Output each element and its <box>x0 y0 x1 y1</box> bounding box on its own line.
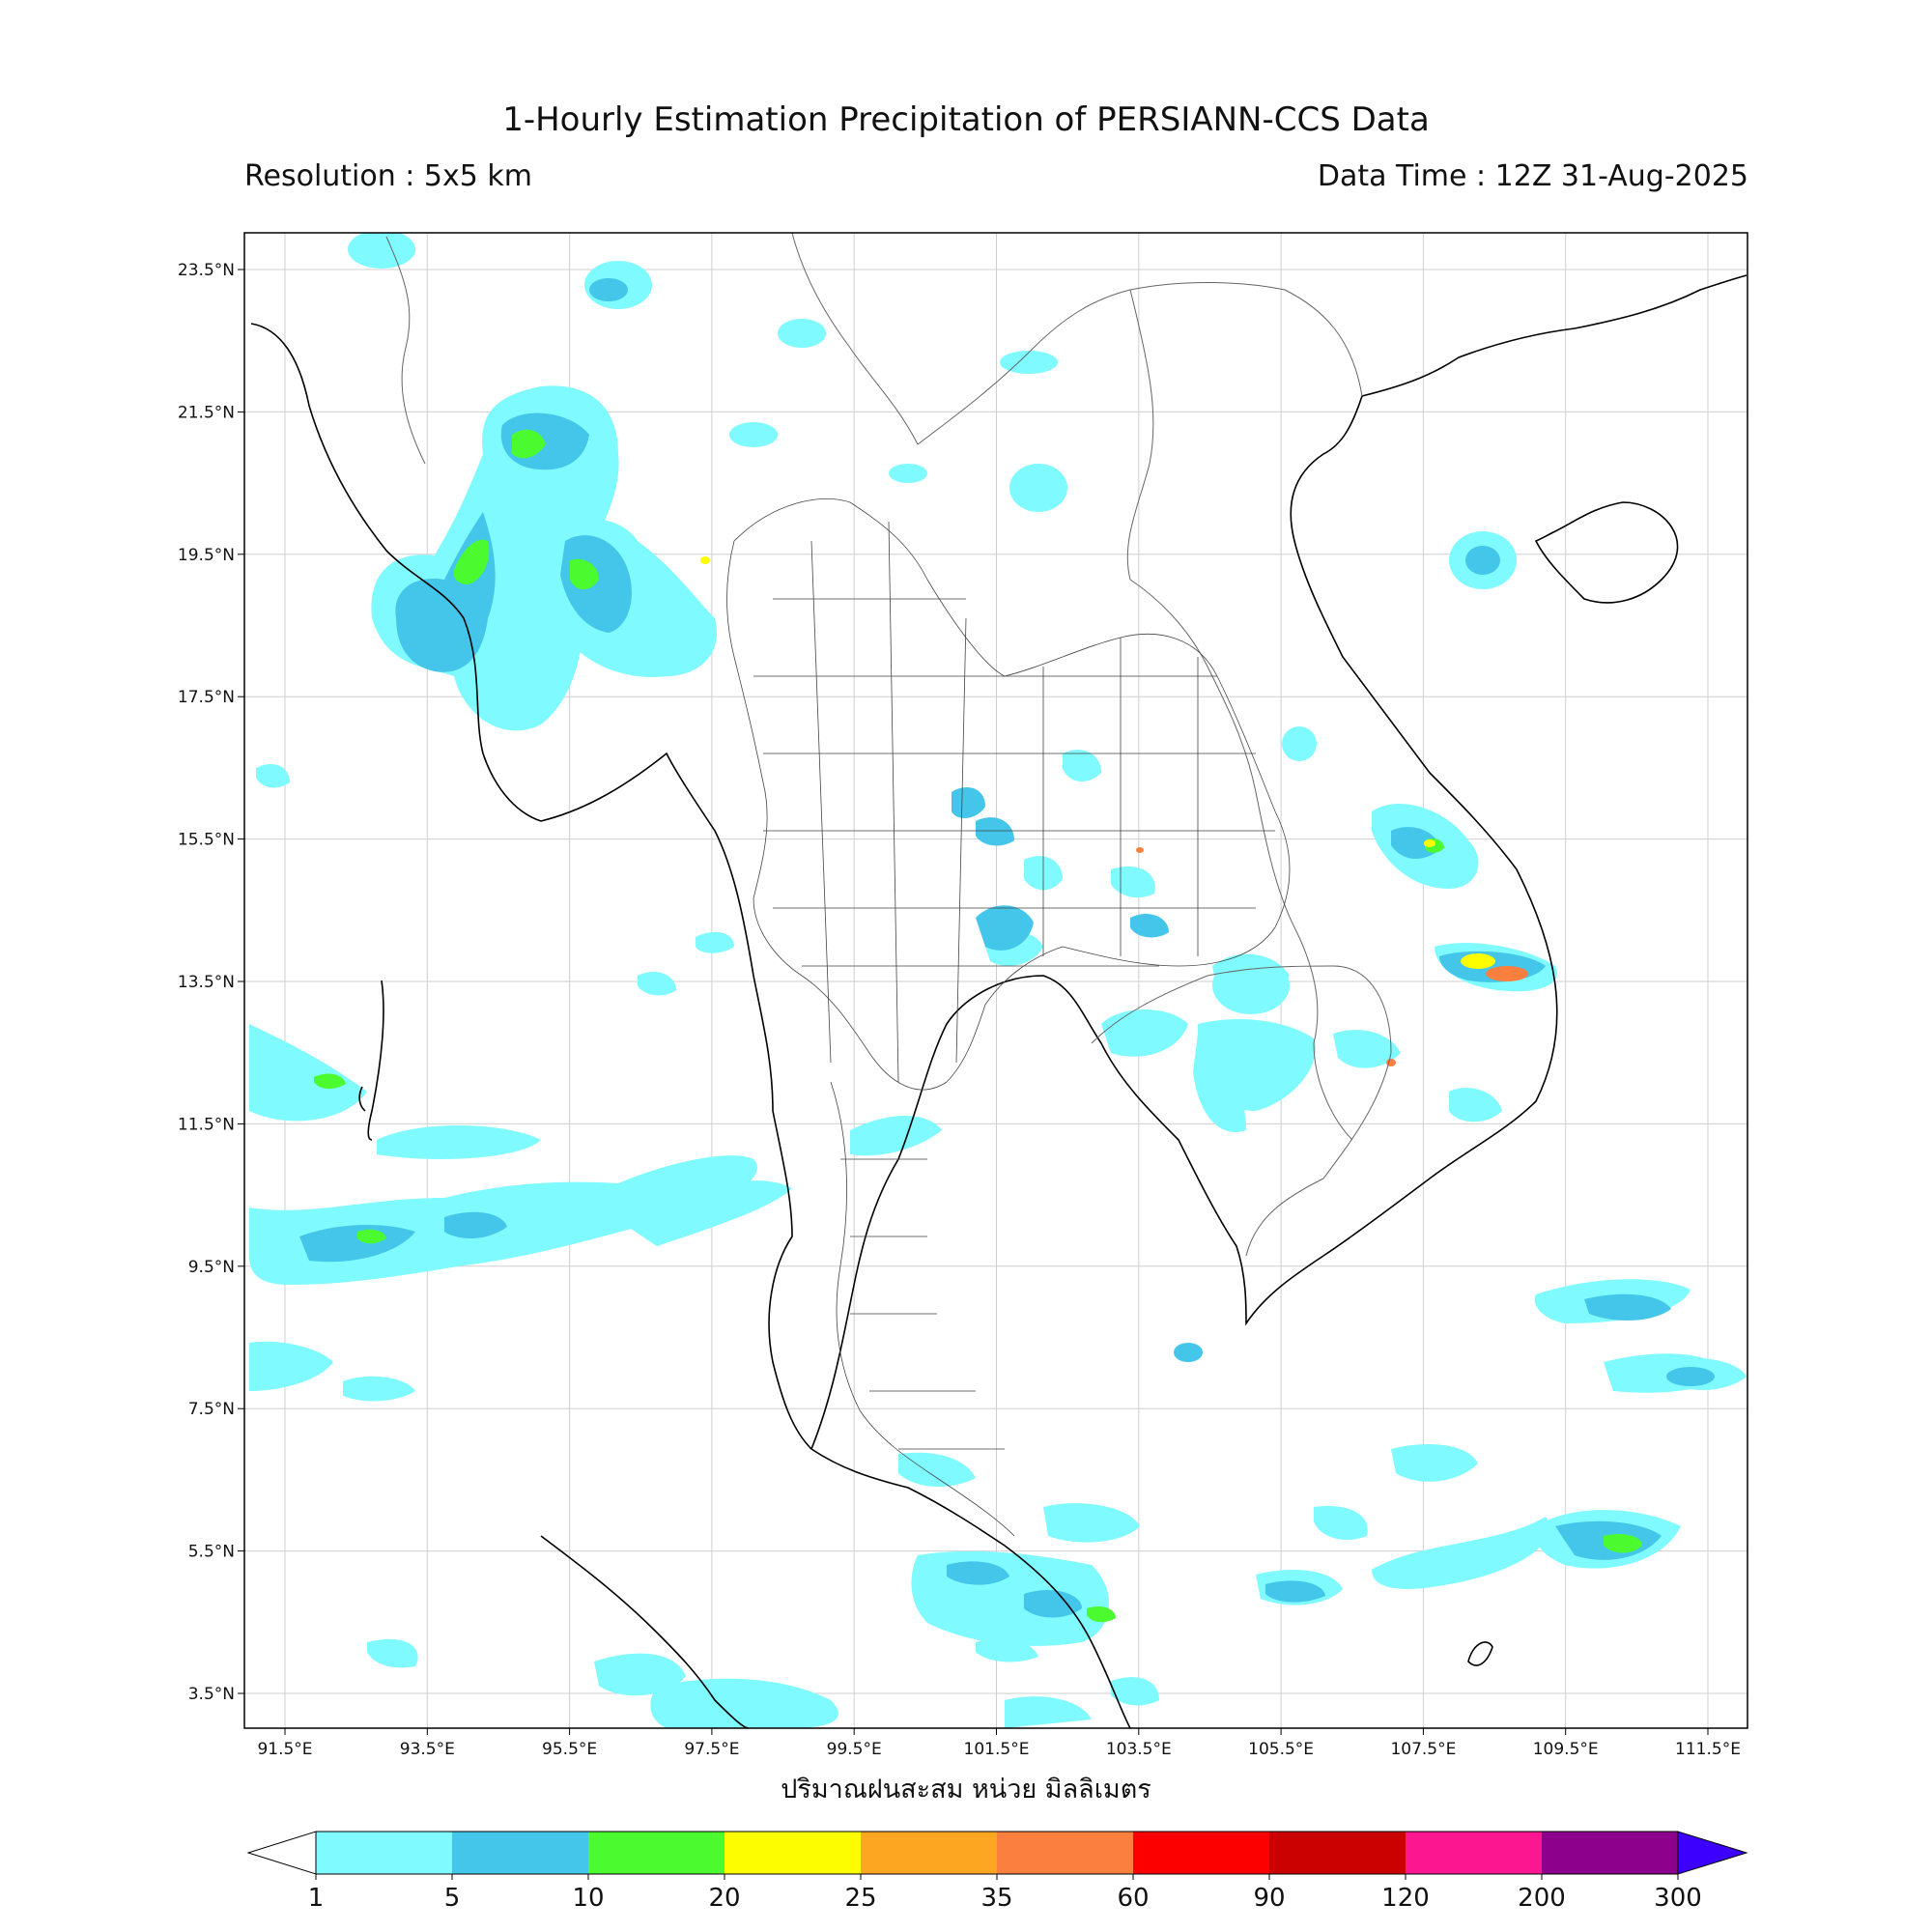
colorbar-segment <box>1133 1832 1270 1874</box>
map-title: 1-Hourly Estimation Precipitation of PER… <box>502 100 1430 139</box>
lon-tick-label: 101.5°E <box>964 1740 1030 1759</box>
lon-tick-label: 97.5°E <box>684 1740 739 1759</box>
colorbar-level-label: 20 <box>708 1884 740 1913</box>
precip-heavy-areas <box>314 429 1642 1623</box>
lon-tick-label: 93.5°E <box>400 1740 455 1759</box>
lat-tick-label: 7.5°N <box>188 1400 235 1419</box>
colorbar-level-label: 25 <box>844 1884 876 1913</box>
lon-tick-label: 95.5°E <box>542 1740 597 1759</box>
colorbar-level-label: 120 <box>1381 1884 1430 1913</box>
lat-tick-label: 5.5°N <box>188 1543 235 1562</box>
colorbar-level-label: 35 <box>980 1884 1012 1913</box>
colorbar-level-label: 300 <box>1654 1884 1702 1913</box>
axis-ticks: 91.5°E 93.5°E 95.5°E 97.5°E 99.5°E 101.5°E 103… <box>178 261 1741 1759</box>
colorbar-level-label: 90 <box>1253 1884 1285 1913</box>
lon-tick-label: 107.5°E <box>1390 1740 1456 1759</box>
precip-very-heavy-areas <box>700 556 1495 969</box>
data-time-label: Data Time : 12Z 31-Aug-2025 <box>1317 159 1748 193</box>
x-axis-label: ปริมาณฝนสะสม หน่วย มิลลิเมตร <box>781 1775 1151 1804</box>
colorbar-over-arrow <box>1677 1831 1748 1875</box>
colorbar-segment <box>316 1832 453 1874</box>
colorbar-under-arrow <box>246 1831 317 1875</box>
lat-tick-label: 15.5°N <box>178 831 235 850</box>
lat-tick-label: 11.5°N <box>178 1115 235 1134</box>
colorbar-segment <box>1269 1832 1406 1874</box>
colorbar-level-label: 1 <box>308 1884 325 1913</box>
coastlines <box>250 274 1747 1728</box>
colorbar-level-label: 5 <box>444 1884 461 1913</box>
lon-tick-label: 99.5°E <box>827 1740 882 1759</box>
colorbar-level-label: 10 <box>572 1884 604 1913</box>
lat-tick-label: 19.5°N <box>178 546 235 565</box>
colorbar-segment <box>724 1832 862 1874</box>
colorbar-level-label: 60 <box>1117 1884 1149 1913</box>
colorbar-segment <box>1406 1832 1543 1874</box>
colorbar-segment <box>452 1832 589 1874</box>
lon-tick-label: 111.5°E <box>1675 1740 1741 1759</box>
lon-tick-label: 91.5°E <box>257 1740 312 1759</box>
thailand-provinces <box>726 498 1291 1537</box>
colorbar-level-label: 200 <box>1518 1884 1566 1913</box>
lon-tick-label: 103.5°E <box>1106 1740 1172 1759</box>
lat-tick-label: 9.5°N <box>188 1258 235 1277</box>
lat-tick-label: 21.5°N <box>178 403 235 422</box>
lon-tick-label: 109.5°E <box>1533 1740 1599 1759</box>
colorbar-segment <box>588 1832 725 1874</box>
resolution-label: Resolution : 5x5 km <box>244 159 532 193</box>
colorbar-segment <box>1542 1832 1679 1874</box>
colorbar-segment <box>997 1832 1134 1874</box>
colorbar-segment <box>861 1832 998 1874</box>
lat-tick-label: 3.5°N <box>188 1685 235 1704</box>
lat-tick-label: 23.5°N <box>178 261 235 280</box>
country-borders <box>385 233 1392 1257</box>
lat-tick-label: 17.5°N <box>178 688 235 707</box>
lat-tick-label: 13.5°N <box>178 973 235 992</box>
lon-tick-label: 105.5°E <box>1248 1740 1314 1759</box>
